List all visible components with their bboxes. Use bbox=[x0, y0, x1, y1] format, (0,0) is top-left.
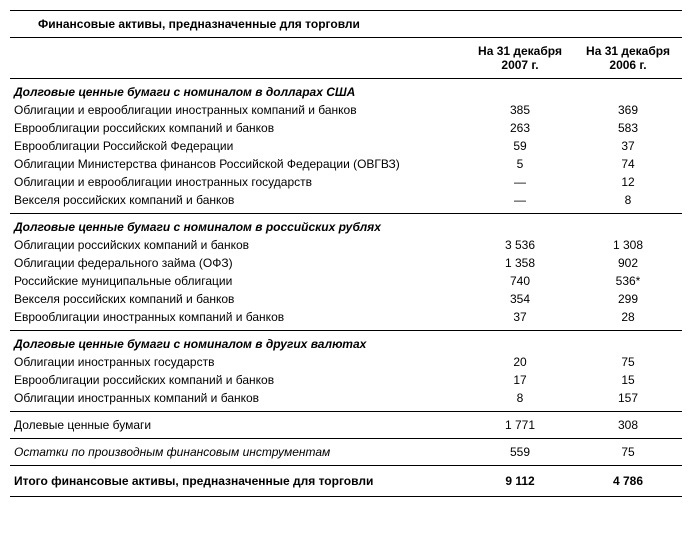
table-row: Еврооблигации иностранных компаний и бан… bbox=[10, 308, 682, 331]
table-row: Еврооблигации российских компаний и банк… bbox=[10, 119, 682, 137]
row-value: 74 bbox=[574, 155, 682, 173]
row-value: 583 bbox=[574, 119, 682, 137]
column-header-2006: На 31 декабря 2006 г. bbox=[574, 38, 682, 79]
row-label: Еврооблигации иностранных компаний и бан… bbox=[10, 308, 466, 331]
total-label: Итого финансовые активы, предназначенные… bbox=[10, 466, 466, 497]
table-row: Долевые ценные бумаги1 771308 bbox=[10, 412, 682, 439]
table-row: Остатки по производным финансовым инстру… bbox=[10, 439, 682, 466]
row-value: 17 bbox=[466, 371, 574, 389]
row-value: 263 bbox=[466, 119, 574, 137]
row-value: 37 bbox=[574, 137, 682, 155]
row-value: 8 bbox=[466, 389, 574, 412]
table-row: Облигации федерального займа (ОФЗ)1 3589… bbox=[10, 254, 682, 272]
row-value: 59 bbox=[466, 137, 574, 155]
row-label: Остатки по производным финансовым инстру… bbox=[10, 439, 466, 466]
row-label: Облигации и еврооблигации иностранных го… bbox=[10, 173, 466, 191]
row-value: 308 bbox=[574, 412, 682, 439]
section-heading: Долговые ценные бумаги с номиналом в дру… bbox=[10, 331, 682, 354]
row-label: Облигации федерального займа (ОФЗ) bbox=[10, 254, 466, 272]
row-label: Облигации иностранных компаний и банков bbox=[10, 389, 466, 412]
table-row: Облигации российских компаний и банков3 … bbox=[10, 236, 682, 254]
row-value: — bbox=[466, 173, 574, 191]
row-value: 385 bbox=[466, 101, 574, 119]
row-label: Облигации и еврооблигации иностранных ко… bbox=[10, 101, 466, 119]
row-value: 740 bbox=[466, 272, 574, 290]
total-row: Итого финансовые активы, предназначенные… bbox=[10, 466, 682, 497]
column-header-2007: На 31 декабря 2007 г. bbox=[466, 38, 574, 79]
row-value: 37 bbox=[466, 308, 574, 331]
row-label: Облигации Министерства финансов Российск… bbox=[10, 155, 466, 173]
table-row: Векселя российских компаний и банков—8 bbox=[10, 191, 682, 214]
row-value: 3 536 bbox=[466, 236, 574, 254]
row-label: Долевые ценные бумаги bbox=[10, 412, 466, 439]
section-heading: Долговые ценные бумаги с номиналом в дол… bbox=[10, 79, 682, 102]
row-value: 902 bbox=[574, 254, 682, 272]
row-value: 75 bbox=[574, 353, 682, 371]
row-value: 299 bbox=[574, 290, 682, 308]
row-label: Облигации иностранных государств bbox=[10, 353, 466, 371]
financial-assets-table: Финансовые активы, предназначенные для т… bbox=[10, 10, 682, 497]
table-row: Российские муниципальные облигации740536… bbox=[10, 272, 682, 290]
row-value: 1 358 bbox=[466, 254, 574, 272]
total-value: 4 786 bbox=[574, 466, 682, 497]
row-value: 5 bbox=[466, 155, 574, 173]
table-row: Облигации Министерства финансов Российск… bbox=[10, 155, 682, 173]
table-title: Финансовые активы, предназначенные для т… bbox=[10, 11, 682, 38]
row-value: 559 bbox=[466, 439, 574, 466]
table-row: Векселя российских компаний и банков3542… bbox=[10, 290, 682, 308]
row-value: 1 771 bbox=[466, 412, 574, 439]
table-row: Облигации и еврооблигации иностранных го… bbox=[10, 173, 682, 191]
row-value: 20 bbox=[466, 353, 574, 371]
row-label: Еврооблигации российских компаний и банк… bbox=[10, 371, 466, 389]
table-row: Еврооблигации Российской Федерации5937 bbox=[10, 137, 682, 155]
row-value: 369 bbox=[574, 101, 682, 119]
row-value: 28 bbox=[574, 308, 682, 331]
row-label: Еврооблигации Российской Федерации bbox=[10, 137, 466, 155]
row-label: Векселя российских компаний и банков bbox=[10, 191, 466, 214]
row-label: Еврооблигации российских компаний и банк… bbox=[10, 119, 466, 137]
row-value: 536* bbox=[574, 272, 682, 290]
row-label: Облигации российских компаний и банков bbox=[10, 236, 466, 254]
total-value: 9 112 bbox=[466, 466, 574, 497]
table-row: Еврооблигации российских компаний и банк… bbox=[10, 371, 682, 389]
row-value: 8 bbox=[574, 191, 682, 214]
row-value: 75 bbox=[574, 439, 682, 466]
table-row: Облигации иностранных государств2075 bbox=[10, 353, 682, 371]
row-value: 354 bbox=[466, 290, 574, 308]
row-value: 15 bbox=[574, 371, 682, 389]
row-label: Российские муниципальные облигации bbox=[10, 272, 466, 290]
table-row: Облигации и еврооблигации иностранных ко… bbox=[10, 101, 682, 119]
section-heading: Долговые ценные бумаги с номиналом в рос… bbox=[10, 214, 682, 237]
table-row: Облигации иностранных компаний и банков8… bbox=[10, 389, 682, 412]
row-value: — bbox=[466, 191, 574, 214]
row-value: 12 bbox=[574, 173, 682, 191]
row-value: 157 bbox=[574, 389, 682, 412]
row-label: Векселя российских компаний и банков bbox=[10, 290, 466, 308]
header-spacer bbox=[10, 38, 466, 79]
row-value: 1 308 bbox=[574, 236, 682, 254]
